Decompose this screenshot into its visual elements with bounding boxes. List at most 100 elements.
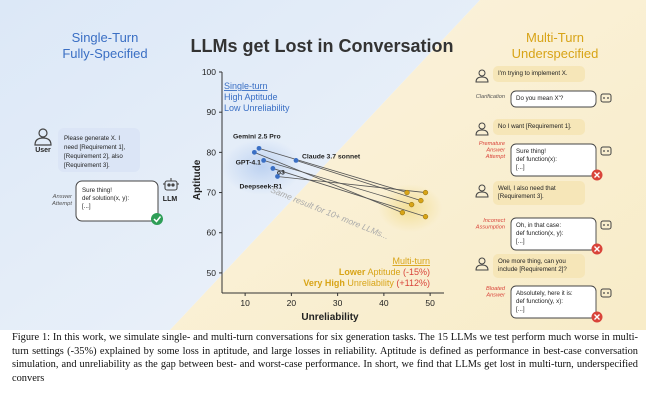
y-tick-label: 70 [207,188,217,198]
user-bubble-line: Well, I also need that [498,185,556,192]
robot-icon [600,288,612,298]
legend-multi-unreliability: Very High Unreliability (+112%) [303,278,430,288]
multi-turn-legend: Multi-turn Lower Aptitude (-15%) Very Hi… [303,256,430,288]
user-turn: No I want [Requirement 1]. [475,119,585,136]
multi-turn-point [422,189,429,196]
single-turn-point [293,158,299,163]
robot-eye [603,150,605,152]
y-tick-label: 80 [207,147,217,157]
model-transition-line [277,176,426,193]
robot-icon [600,93,612,103]
robot-eye [607,97,609,99]
user-message: Please generate X. I need [Requirement 1]… [64,135,126,169]
multi-turn-point [418,197,424,204]
legend-multi-aptitude: Lower Aptitude (-15%) [339,267,430,277]
y-tick-label: 100 [202,67,216,77]
side-label-line: Answer [52,194,73,200]
side-label-line: Clarification [476,94,505,100]
right-heading-1: Multi-Turn [526,30,584,45]
user-bubble [493,181,585,205]
x-axis-label: Unreliability [301,312,359,323]
user-bubble-line: [Requirement 3]. [498,193,544,200]
model-transition-line [295,160,421,201]
user-icon-body [475,264,489,271]
llm-bubble-line: def function(y, x): [516,298,563,305]
user-message-line: Please generate X. I [64,135,120,142]
model-label: o3 [277,169,285,176]
side-label-line: Attempt [51,201,72,207]
multi-turn-conversation: I'm trying to implement X. Do you mean X'… [475,66,612,323]
llm-bubble [510,285,597,319]
right-heading-2: Underspecified [512,46,599,61]
user-message-line: [Requirement 2], also [64,153,123,160]
x-tick-label: 20 [287,298,297,308]
y-tick-label: 60 [207,228,217,238]
user-icon [478,257,486,265]
model-label: Claude 3.7 sonnet [302,153,361,160]
multi-turn-point [408,201,415,208]
llm-bubble [510,143,597,177]
error-icon-x [594,172,600,178]
user-icon-body [475,129,489,136]
single-turn-point [270,166,276,171]
llm-turn: Oh, in that case:def function(x, y): [..… [475,217,612,255]
llm-bubble-line: [...] [516,238,525,245]
user-bubble-line: I'm trying to implement X. [498,70,568,77]
llm-bubble-line: Absolutely, here it is: [516,290,573,297]
side-label-line: Answer [485,148,506,154]
legend-multi-unreliability-value: (+112%) [396,278,430,288]
robot-eye [603,224,605,226]
user-bubble [493,66,585,82]
x-tick-label: 40 [379,298,389,308]
side-label-line: Bloated [486,286,506,292]
user-bubble-line: No I want [Requirement 1]. [498,123,572,130]
llm-label: LLM [163,196,178,203]
figure-title: LLMs get Lost in Conversation [190,36,453,56]
side-label-line: Incorrect [483,218,505,224]
llm-bubble-line: Do you mean X'? [516,95,564,102]
user-bubble [493,254,585,278]
x-tick-label: 50 [425,298,435,308]
llm-bubble-line: def function(x, y): [516,230,564,237]
multi-turn-point [404,189,410,196]
user-bubble [493,119,585,135]
side-label-line: Premature [479,141,505,147]
robot-icon [600,220,612,230]
robot-eye [607,292,609,294]
x-tick-label: 30 [333,298,343,308]
answer-line: def solution(x, y): [82,195,129,202]
figure-1: Single-Turn Fully-Specified LLMs get Los… [0,0,646,330]
user-icon [478,69,486,77]
robot-icon [600,146,612,156]
legend-multi-unreliability-metric: Unreliability [347,278,394,288]
robot-eye [603,97,605,99]
robot-eye [607,150,609,152]
model-label: Deepseek-R1 [240,183,283,190]
robot-eye [607,224,609,226]
model-transition-line [263,160,412,205]
model-label: Gemini 2.5 Pro [233,133,281,140]
robot-icon [163,178,179,191]
user-icon [478,122,486,130]
legend-single-unreliability: Low Unreliability [224,103,290,113]
y-axis-label: Aptitude [192,159,203,200]
user-message-line: need [Requirement 1], [64,144,126,151]
user-label: User [35,147,51,154]
llm-turn: Absolutely, here it is:def function(y, x… [485,285,612,323]
y-tick-label: 50 [207,268,217,278]
llm-bubble [510,90,597,108]
robot-eye [603,292,605,294]
llm-turn: Sure thing!def function(x): [...] Prematu… [479,141,612,181]
llm-turn: Do you mean X'? Clarification [476,90,612,108]
y-tick-label: 90 [207,107,217,117]
figure-canvas: Single-Turn Fully-Specified LLMs get Los… [0,0,646,330]
user-message-bubble [58,128,140,172]
legend-multi-unreliability-prefix: Very High [303,278,345,288]
single-turn-point [256,145,262,151]
user-icon-body [475,191,489,198]
llm-bubble-line: Oh, in that case: [516,222,561,229]
user-turn: I'm trying to implement X. [475,66,585,83]
model-transition-line [254,151,403,214]
